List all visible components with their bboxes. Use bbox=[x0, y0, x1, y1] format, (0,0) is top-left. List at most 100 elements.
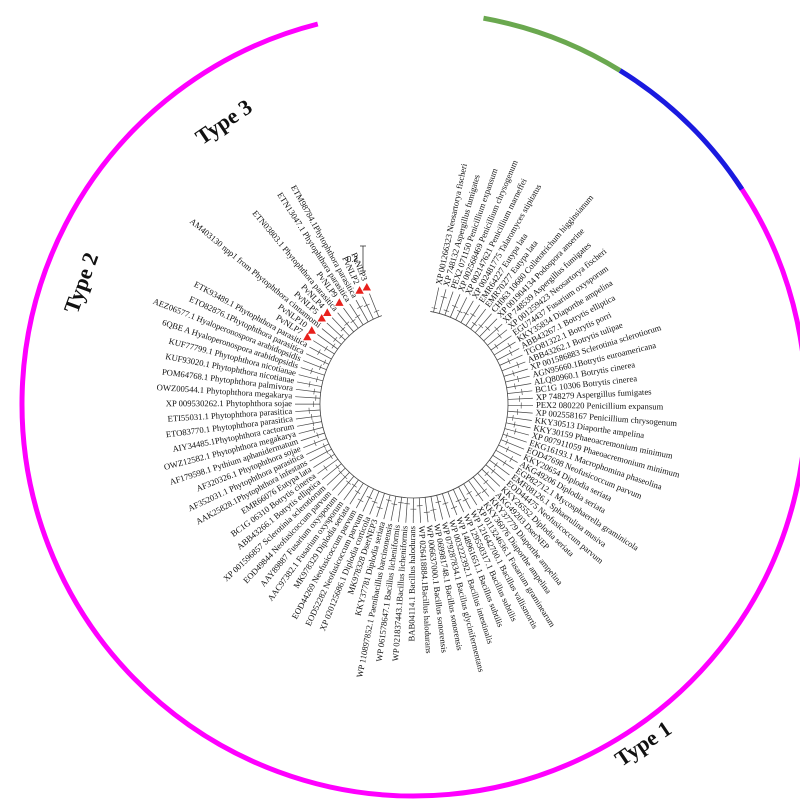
branch-line bbox=[501, 361, 526, 372]
node-tick bbox=[509, 350, 513, 356]
node-tick bbox=[484, 471, 489, 477]
node-tick bbox=[507, 358, 511, 365]
node-tick bbox=[440, 296, 447, 299]
branch-line bbox=[343, 479, 359, 501]
branch-line bbox=[298, 374, 323, 382]
node-tick bbox=[466, 490, 472, 495]
node-tick bbox=[385, 499, 392, 502]
node-tick bbox=[509, 456, 514, 462]
scale-bar-label: 0.2 bbox=[347, 255, 359, 264]
branch-line bbox=[507, 397, 533, 400]
node-tick bbox=[450, 506, 458, 509]
node-tick bbox=[313, 440, 317, 446]
branch-line bbox=[500, 439, 525, 450]
tree-branches bbox=[294, 287, 533, 524]
branch-line bbox=[481, 468, 501, 487]
node-tick bbox=[312, 420, 315, 427]
branch-line bbox=[430, 496, 436, 522]
branch-line bbox=[306, 443, 330, 455]
marker-triangle-icon bbox=[362, 282, 371, 291]
branch-line bbox=[321, 328, 342, 345]
marker-triangle-icon bbox=[317, 313, 326, 322]
branch-line bbox=[474, 313, 492, 333]
node-tick bbox=[516, 361, 520, 368]
node-tick bbox=[340, 326, 346, 332]
node-tick bbox=[514, 383, 516, 390]
clade-label-type3: Type 3 bbox=[191, 94, 257, 150]
branch-line bbox=[506, 383, 532, 389]
branch-line bbox=[504, 428, 529, 436]
branch-line bbox=[468, 480, 484, 502]
node-tick bbox=[313, 388, 315, 395]
branch-line bbox=[495, 449, 518, 463]
branch-line bbox=[499, 354, 523, 366]
marker-triangle-icon bbox=[335, 298, 344, 306]
branch-line bbox=[458, 486, 471, 509]
node-tick bbox=[350, 319, 356, 324]
node-tick bbox=[494, 326, 500, 332]
marker-triangle-icon bbox=[303, 332, 312, 341]
branch-line bbox=[321, 463, 342, 480]
branch-line bbox=[477, 472, 495, 492]
node-tick bbox=[475, 492, 482, 497]
branch-line bbox=[438, 289, 447, 314]
branch-line bbox=[337, 312, 354, 333]
branch-line bbox=[295, 415, 321, 420]
node-tick bbox=[463, 311, 469, 316]
node-tick bbox=[493, 462, 498, 468]
node-tick bbox=[322, 443, 326, 449]
node-tick bbox=[430, 509, 437, 511]
node-tick bbox=[470, 313, 476, 317]
branch-line bbox=[337, 476, 355, 496]
branch-line bbox=[398, 497, 403, 523]
node-tick bbox=[521, 388, 523, 396]
node-tick bbox=[315, 376, 318, 383]
branch-line bbox=[369, 491, 380, 515]
node-tick bbox=[507, 342, 512, 349]
branch-line bbox=[447, 491, 458, 516]
branch-line bbox=[444, 291, 454, 316]
node-tick bbox=[324, 345, 328, 352]
node-tick bbox=[423, 511, 430, 513]
node-tick bbox=[435, 501, 442, 503]
node-tick bbox=[346, 480, 351, 485]
branch-line bbox=[317, 458, 339, 475]
branch-line bbox=[507, 416, 532, 421]
branch-line bbox=[472, 476, 490, 497]
node-tick bbox=[513, 421, 516, 428]
node-tick bbox=[457, 309, 463, 314]
tree-backbone bbox=[319, 311, 509, 499]
node-tick bbox=[398, 502, 404, 504]
branch-line bbox=[490, 335, 512, 351]
branch-line bbox=[507, 390, 533, 394]
node-tick bbox=[339, 334, 344, 339]
clade-label-type2: Type 2 bbox=[58, 249, 103, 316]
branch-line bbox=[369, 293, 380, 317]
node-tick bbox=[310, 368, 313, 374]
branch-line bbox=[505, 375, 530, 383]
branch-line bbox=[309, 448, 332, 462]
node-tick bbox=[514, 428, 517, 435]
node-tick bbox=[494, 343, 499, 349]
node-tick bbox=[355, 314, 361, 319]
branch-line bbox=[349, 303, 364, 326]
branch-line bbox=[326, 467, 346, 486]
branch-line bbox=[390, 496, 397, 521]
node-tick bbox=[373, 310, 380, 313]
node-tick bbox=[462, 498, 469, 502]
node-tick bbox=[363, 303, 370, 307]
branch-line bbox=[494, 341, 516, 356]
branch-line bbox=[303, 360, 327, 370]
branch-line bbox=[297, 421, 322, 427]
node-tick bbox=[357, 305, 363, 309]
node-tick bbox=[338, 470, 343, 475]
node-tick bbox=[351, 483, 357, 488]
node-tick bbox=[335, 464, 340, 470]
node-tick bbox=[325, 449, 329, 455]
node-tick bbox=[331, 343, 336, 349]
node-tick bbox=[312, 426, 315, 433]
branch-line bbox=[489, 459, 510, 476]
node-tick bbox=[308, 381, 311, 388]
node-tick bbox=[342, 474, 348, 480]
node-tick bbox=[485, 326, 490, 331]
